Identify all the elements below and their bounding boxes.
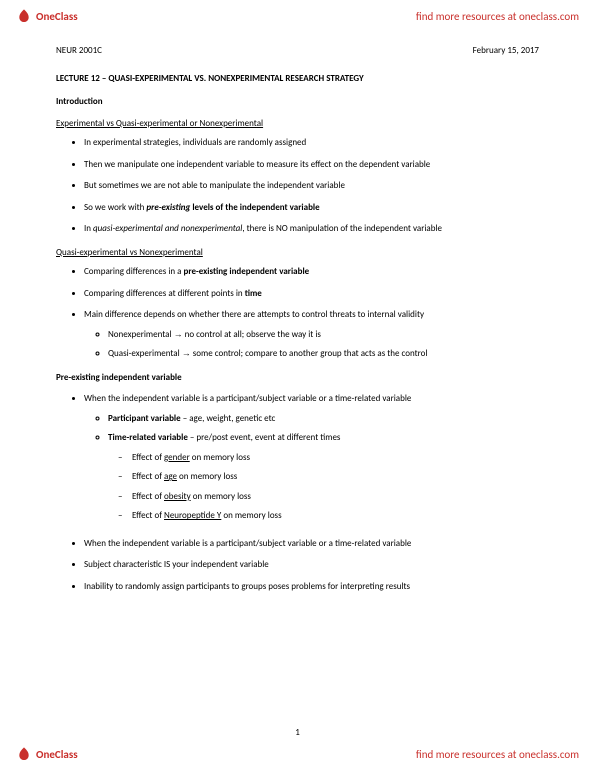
list-item: In experimental strategies, individuals … [84,136,539,150]
brand-text: OneClass [36,748,78,761]
underline: age [164,471,177,482]
intro-heading: Introduction [56,95,539,109]
list-item: But sometimes we are not able to manipul… [84,179,539,193]
lecture-title: LECTURE 12 – QUASI-EXPERIMENTAL VS. NONE… [56,72,539,86]
list-item: So we work with pre-existing levels of t… [84,201,539,215]
text-run: Effect of [132,452,164,463]
list-item: Inability to randomly assign participant… [84,580,539,594]
course-code: NEUR 2001C [56,44,102,58]
text-run: levels of the independent variable [190,202,319,213]
section2-sublist: Nonexperimental → no control at all; obs… [84,328,539,361]
underline: Neuropeptide Y [164,510,221,521]
text-run: Comparing differences in a [84,266,184,277]
emphasis: quasi-experimental and nonexperimental [93,223,242,234]
underline: gender [164,452,190,463]
text-run: on memory loss [177,471,237,482]
list-item: Effect of age on memory loss [132,470,539,484]
text-run: Main difference depends on whether there… [84,309,424,320]
list-item: Then we manipulate one independent varia… [84,158,539,172]
watermark-tagline: find more resources at oneclass.com [416,10,579,23]
emphasis: Time-related variable [108,432,188,443]
text-run: Effect of [132,510,164,521]
list-item: Quasi-experimental → some control; compa… [108,347,539,361]
meta-row: NEUR 2001C February 15, 2017 [56,44,539,58]
emphasis: time [245,288,262,299]
section3-sublist: Participant variable – age, weight, gene… [84,412,539,523]
section1-list: In experimental strategies, individuals … [56,136,539,236]
section2-list: Comparing differences in a pre-existing … [56,265,539,361]
brand-logo: OneClass [16,8,78,24]
section3-list: When the independent variable is a parti… [56,392,539,593]
text-run: Effect of [132,471,164,482]
text-run: no control at all; observe the way it is [183,329,321,340]
page-content: NEUR 2001C February 15, 2017 LECTURE 12 … [0,0,595,643]
text-run: – age, weight, genetic etc [181,413,276,424]
text-run: So we work with [84,202,146,213]
list-item: Main difference depends on whether there… [84,308,539,361]
text-run: Effect of [132,491,164,502]
text-run: Quasi-experimental [108,348,182,359]
text-run: When the independent variable is a parti… [84,393,411,404]
list-item: Comparing differences in a pre-existing … [84,265,539,279]
brand-logo: OneClass [16,746,78,762]
leaf-icon [16,746,32,762]
emphasis: Participant variable [108,413,181,424]
list-item: Effect of gender on memory loss [132,451,539,465]
watermark-tagline: find more resources at oneclass.com [416,748,579,761]
section2-heading: Quasi-experimental vs Nonexperimental [56,246,539,260]
watermark-bottom: OneClass find more resources at oneclass… [0,738,595,770]
list-item: When the independent variable is a parti… [84,392,539,523]
emphasis: pre-existing [146,202,190,213]
emphasis: pre-existing independent variable [184,266,310,277]
text-run: on memory loss [191,491,251,502]
text-run: In [84,223,93,234]
list-item: Nonexperimental → no control at all; obs… [108,328,539,342]
arrow-icon: → [174,329,183,339]
list-item: Effect of obesity on memory loss [132,490,539,504]
list-item: Participant variable – age, weight, gene… [108,412,539,426]
page-number: 1 [0,727,595,738]
list-item: Subject characteristic IS your independe… [84,558,539,572]
lecture-date: February 15, 2017 [473,44,539,58]
brand-text: OneClass [36,10,78,23]
underline: obesity [164,491,191,502]
text-run: some control; compare to another group t… [191,348,428,359]
text-run: , there is NO manipulation of the indepe… [242,223,442,234]
list-item: Comparing differences at different point… [84,287,539,301]
list-item: When the independent variable is a parti… [84,537,539,551]
list-item: Effect of Neuropeptide Y on memory loss [132,509,539,523]
section1-heading: Experimental vs Quasi-experimental or No… [56,117,539,131]
text-run: – pre/post event, event at different tim… [188,432,341,443]
watermark-top: OneClass find more resources at oneclass… [0,0,595,32]
examples-list: Effect of gender on memory loss Effect o… [108,451,539,523]
list-item: In quasi-experimental and nonexperimenta… [84,222,539,236]
list-item: Time-related variable – pre/post event, … [108,431,539,523]
text-run: on memory loss [221,510,281,521]
leaf-icon [16,8,32,24]
arrow-icon: → [182,348,191,358]
section3-heading: Pre-existing independent variable [56,371,539,385]
text-run: Comparing differences at different point… [84,288,245,299]
text-run: Nonexperimental [108,329,174,340]
text-run: on memory loss [190,452,250,463]
